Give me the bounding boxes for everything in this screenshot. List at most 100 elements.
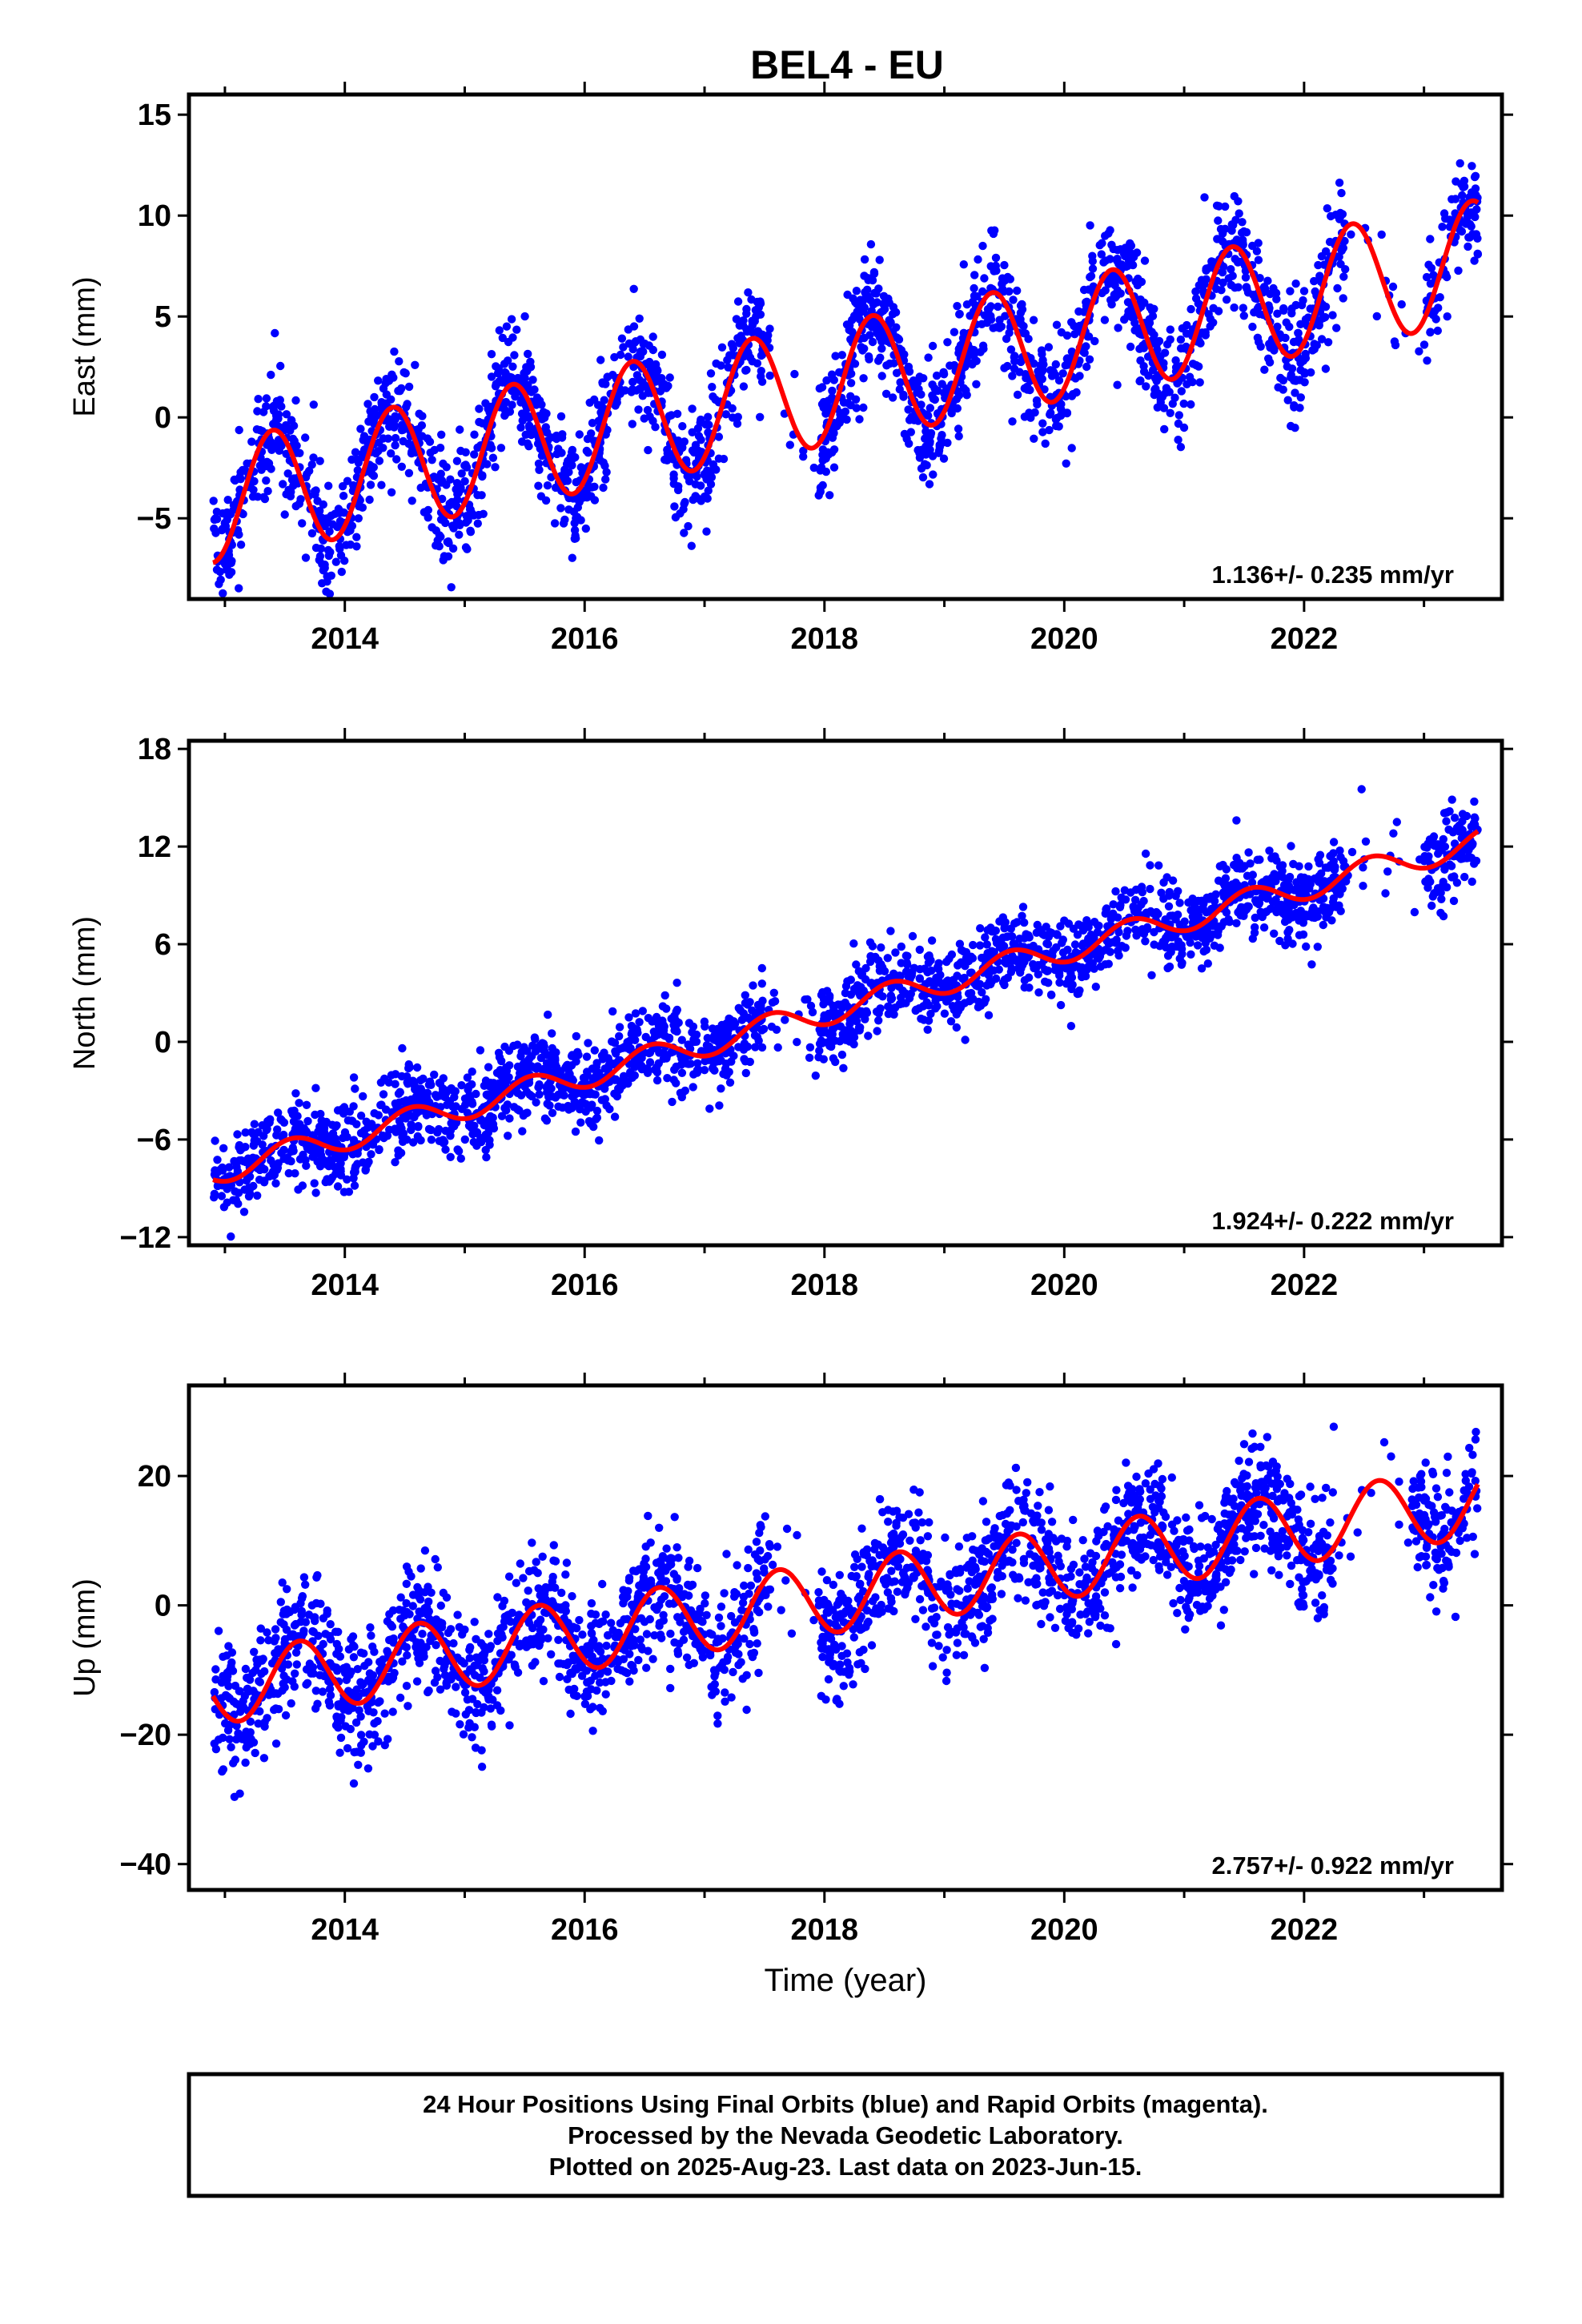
data-point	[485, 1082, 494, 1091]
panel-east-frame	[187, 92, 1504, 601]
data-point	[1289, 859, 1298, 869]
data-point	[1279, 385, 1287, 394]
data-point	[657, 350, 667, 360]
data-point	[1424, 260, 1433, 269]
data-point	[1090, 964, 1098, 973]
data-point	[1168, 876, 1178, 885]
data-point	[1450, 814, 1460, 822]
data-point	[1122, 931, 1131, 940]
y-tick-label: −5	[137, 502, 171, 536]
data-point	[291, 1169, 299, 1178]
data-point	[1134, 274, 1142, 283]
data-point	[934, 964, 943, 974]
data-point	[909, 376, 918, 385]
data-point	[681, 497, 689, 507]
y-tick-label: 12	[138, 830, 171, 864]
data-point	[966, 968, 975, 978]
data-point	[1096, 962, 1106, 971]
data-point	[953, 302, 962, 311]
data-point	[689, 1022, 698, 1031]
data-point	[290, 1106, 299, 1116]
data-point	[1064, 919, 1074, 928]
data-point	[324, 481, 333, 490]
data-point	[835, 1037, 845, 1046]
y-tick-label: 10	[138, 199, 171, 233]
data-point	[924, 1001, 934, 1010]
data-point	[845, 325, 853, 335]
data-point	[721, 1022, 731, 1031]
data-point	[495, 326, 504, 335]
data-point	[636, 384, 645, 393]
data-point	[1186, 304, 1195, 314]
data-point	[980, 274, 989, 283]
data-point	[475, 404, 484, 413]
data-point	[978, 987, 986, 997]
data-point	[351, 1164, 359, 1173]
data-point	[211, 1136, 219, 1145]
data-point	[697, 1047, 706, 1055]
data-point	[487, 350, 496, 359]
data-point	[1251, 1543, 1261, 1553]
data-point	[1166, 325, 1175, 334]
data-point	[855, 300, 864, 309]
data-point	[245, 1188, 255, 1198]
data-point	[602, 468, 611, 476]
data-point	[600, 1095, 609, 1104]
data-point	[1303, 313, 1313, 322]
data-point	[596, 356, 605, 364]
data-point	[966, 312, 974, 320]
data-point	[741, 366, 750, 375]
data-point	[923, 967, 932, 977]
data-point	[358, 449, 367, 458]
data-point	[1138, 925, 1147, 934]
data-point	[1232, 854, 1241, 862]
data-point	[1456, 159, 1464, 168]
data-point	[1079, 966, 1088, 975]
data-point	[628, 420, 636, 428]
data-point	[1086, 931, 1096, 939]
data-point	[461, 448, 470, 456]
data-point	[235, 425, 243, 435]
data-point	[260, 1165, 269, 1174]
data-point	[1073, 989, 1082, 999]
data-point	[333, 1106, 343, 1115]
data-point	[1447, 873, 1456, 882]
data-point	[610, 1112, 620, 1121]
data-point	[379, 1133, 388, 1143]
data-point	[1291, 388, 1299, 397]
data-point	[355, 496, 364, 505]
data-point	[1335, 179, 1344, 187]
data-point	[1174, 411, 1184, 420]
data-point	[710, 1066, 719, 1075]
data-point	[928, 452, 938, 460]
data-point	[1470, 256, 1479, 265]
data-point	[232, 1163, 241, 1172]
data-point	[1460, 872, 1469, 882]
data-point	[705, 1104, 714, 1113]
data-point	[687, 541, 696, 550]
data-point	[241, 1128, 250, 1137]
data-point	[1130, 318, 1139, 328]
data-point	[1111, 887, 1120, 896]
data-point	[339, 492, 348, 501]
data-point	[757, 1026, 766, 1035]
data-point	[701, 1022, 709, 1031]
data-point	[924, 353, 933, 362]
data-point	[859, 374, 868, 383]
data-point	[1468, 877, 1476, 887]
data-point	[768, 1560, 777, 1570]
data-point	[327, 1173, 336, 1182]
data-point	[375, 1145, 383, 1154]
data-point	[269, 401, 279, 410]
data-point	[500, 360, 509, 368]
data-point	[665, 373, 674, 382]
data-point	[946, 1017, 956, 1026]
data-point	[1116, 289, 1125, 298]
data-point	[1359, 863, 1367, 872]
data-point	[509, 1041, 518, 1051]
data-point	[500, 1104, 509, 1112]
data-point	[739, 382, 749, 391]
data-point	[239, 1208, 249, 1216]
data-point	[1136, 295, 1145, 304]
